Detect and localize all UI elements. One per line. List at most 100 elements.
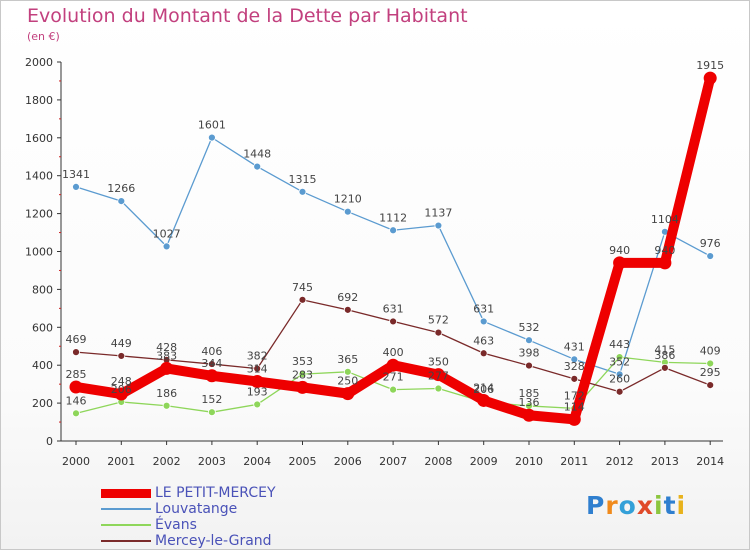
data-point bbox=[72, 182, 80, 191]
x-tick-label: 2009 bbox=[470, 455, 498, 468]
data-label: 940 bbox=[654, 244, 675, 257]
data-point bbox=[253, 162, 262, 171]
data-label: 431 bbox=[564, 340, 585, 353]
data-label: 152 bbox=[201, 393, 222, 406]
data-label: 352 bbox=[609, 355, 630, 368]
data-label: 1137 bbox=[424, 207, 452, 220]
legend-swatch bbox=[101, 524, 151, 526]
data-label: 631 bbox=[473, 302, 494, 315]
data-point bbox=[570, 374, 579, 383]
data-point bbox=[117, 352, 126, 360]
legend-label: Louvatange bbox=[155, 501, 238, 517]
data-label: 572 bbox=[428, 314, 449, 327]
data-point bbox=[207, 408, 216, 417]
data-point bbox=[207, 133, 216, 142]
data-label: 1266 bbox=[107, 182, 135, 195]
data-label: 463 bbox=[473, 334, 494, 347]
data-point bbox=[205, 369, 219, 383]
data-label: 428 bbox=[156, 341, 177, 354]
data-label: 186 bbox=[156, 387, 177, 400]
data-point bbox=[343, 207, 352, 216]
data-label: 260 bbox=[609, 373, 630, 386]
data-point bbox=[434, 221, 443, 230]
y-tick-label: 1800 bbox=[25, 94, 53, 107]
data-label: 940 bbox=[609, 244, 630, 257]
data-point bbox=[298, 295, 307, 304]
data-point bbox=[703, 71, 717, 85]
data-point bbox=[615, 370, 624, 379]
data-point bbox=[343, 305, 352, 314]
data-label: 631 bbox=[383, 302, 404, 315]
chart-unit: (en €) bbox=[27, 30, 60, 43]
logo-letter: x bbox=[636, 491, 654, 520]
data-label: 285 bbox=[66, 368, 87, 381]
data-label: 295 bbox=[700, 366, 721, 379]
data-label: 692 bbox=[337, 291, 358, 304]
data-point bbox=[117, 197, 126, 205]
data-label: 206 bbox=[473, 383, 494, 396]
data-label: 185 bbox=[519, 387, 540, 400]
data-label: 365 bbox=[337, 353, 358, 366]
data-point bbox=[343, 367, 352, 376]
y-tick-label: 200 bbox=[32, 397, 53, 410]
x-tick-label: 2011 bbox=[560, 455, 588, 468]
data-label: 1112 bbox=[379, 211, 407, 224]
data-label: 1104 bbox=[651, 213, 679, 226]
data-point bbox=[162, 242, 171, 251]
data-label: 277 bbox=[428, 370, 449, 383]
data-point bbox=[479, 317, 488, 326]
data-label: 350 bbox=[428, 356, 449, 369]
data-label: 1915 bbox=[696, 59, 724, 72]
logo-letter: i bbox=[654, 491, 664, 520]
y-tick-label: 1200 bbox=[25, 208, 53, 221]
data-point bbox=[296, 380, 309, 394]
legend-label: Évans bbox=[155, 517, 197, 533]
data-label: 214 bbox=[473, 381, 494, 394]
data-point bbox=[253, 400, 262, 409]
data-point bbox=[69, 380, 83, 394]
x-tick-label: 2008 bbox=[424, 455, 452, 468]
data-point bbox=[661, 363, 669, 372]
x-tick-label: 2005 bbox=[289, 455, 317, 468]
x-tick-label: 2013 bbox=[651, 455, 679, 468]
data-point bbox=[434, 384, 443, 393]
data-label: 1027 bbox=[153, 227, 181, 240]
data-point bbox=[525, 336, 533, 345]
data-label: 443 bbox=[609, 338, 630, 351]
data-label: 250 bbox=[337, 375, 358, 388]
legend-swatch bbox=[101, 508, 151, 510]
data-point bbox=[253, 364, 262, 373]
data-label: 382 bbox=[247, 350, 268, 363]
data-point bbox=[160, 361, 174, 375]
data-point bbox=[114, 387, 128, 401]
legend-swatch bbox=[101, 488, 151, 498]
data-label: 328 bbox=[564, 360, 585, 373]
data-label: 136 bbox=[519, 396, 540, 409]
data-point bbox=[250, 374, 264, 388]
data-point bbox=[162, 401, 171, 410]
data-point bbox=[477, 393, 491, 407]
data-point bbox=[207, 360, 216, 368]
data-label: 206 bbox=[111, 383, 132, 396]
logo-letter: o bbox=[618, 491, 637, 520]
logo-letter: r bbox=[605, 491, 619, 520]
legend-swatch bbox=[101, 540, 151, 542]
data-point bbox=[658, 256, 672, 270]
proxiti-logo: Proxiti bbox=[586, 491, 686, 520]
data-label: 415 bbox=[654, 343, 675, 356]
data-label: 353 bbox=[292, 355, 313, 368]
x-tick-label: 2014 bbox=[696, 455, 724, 468]
data-label: 532 bbox=[519, 321, 540, 334]
data-label: 406 bbox=[201, 345, 222, 358]
x-tick-label: 2010 bbox=[515, 455, 543, 468]
y-tick-label: 800 bbox=[32, 283, 53, 296]
data-label: 283 bbox=[292, 368, 313, 381]
data-label: 1315 bbox=[289, 173, 317, 186]
y-tick-label: 1000 bbox=[25, 246, 53, 259]
data-label: 146 bbox=[66, 394, 87, 407]
data-point bbox=[389, 317, 398, 326]
data-point bbox=[615, 353, 624, 361]
logo-letter: i bbox=[676, 491, 687, 520]
